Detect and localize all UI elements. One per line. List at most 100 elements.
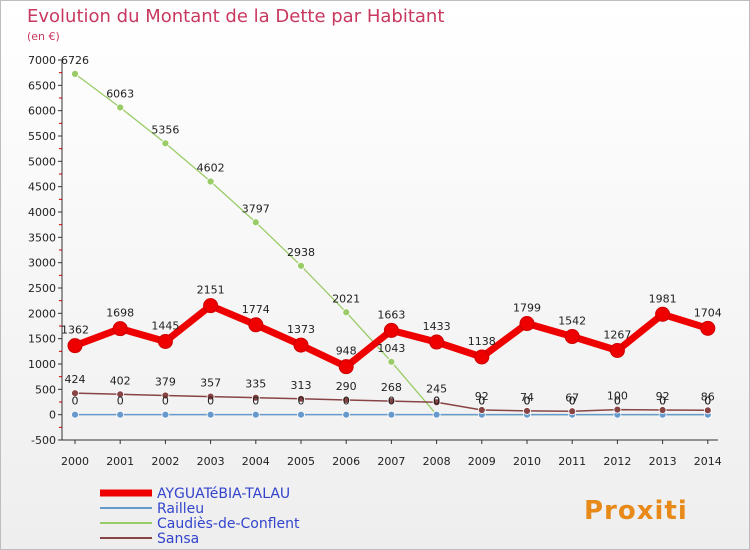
data-point — [71, 389, 79, 398]
data-label: 1373 — [287, 323, 315, 336]
data-label: 290 — [336, 380, 357, 393]
data-label: 0 — [343, 395, 350, 408]
data-label: 0 — [72, 395, 79, 408]
legend-label: Caudiès-de-Conflent — [157, 516, 300, 532]
y-tick-label: 0 — [49, 409, 56, 422]
x-tick-label: 2009 — [468, 455, 496, 468]
y-tick-label: 500 — [35, 383, 56, 396]
data-label: 86 — [701, 390, 715, 403]
y-tick-label: 5500 — [28, 130, 56, 143]
data-label: 0 — [569, 395, 576, 408]
data-label: 1799 — [513, 302, 541, 315]
data-point — [342, 396, 351, 404]
y-tick-label: 4500 — [28, 181, 56, 194]
data-point — [116, 390, 125, 399]
data-point — [203, 298, 219, 314]
data-point — [251, 218, 260, 227]
data-label: 2021 — [332, 292, 360, 305]
data-label: 313 — [291, 379, 312, 392]
legend: AYGUATéBIA-TALAURailleuCaudiès-de-Confle… — [100, 486, 300, 547]
data-label: 2938 — [287, 246, 315, 259]
data-point — [519, 316, 535, 332]
data-label: 0 — [252, 395, 259, 408]
x-tick-label: 2008 — [423, 455, 451, 468]
data-label: 0 — [433, 395, 440, 408]
proxiti-logo: Proxiti — [584, 496, 687, 526]
data-label: 1362 — [61, 324, 89, 337]
data-label: 0 — [433, 395, 440, 408]
data-label: 268 — [381, 381, 402, 394]
data-point — [432, 398, 441, 407]
y-tick-label: 2000 — [28, 307, 56, 320]
data-label: 0 — [207, 395, 214, 408]
x-tick-label: 2014 — [694, 455, 722, 468]
data-point — [116, 410, 125, 419]
data-label: 0 — [478, 395, 485, 408]
legend-label: Sansa — [157, 531, 199, 547]
y-tick-label: 2500 — [28, 282, 56, 295]
data-point — [432, 410, 441, 419]
data-label: 0 — [569, 395, 576, 408]
data-point — [342, 410, 351, 419]
data-label: 948 — [336, 345, 357, 358]
data-label: 0 — [704, 395, 711, 408]
data-label: 0 — [524, 395, 531, 408]
data-point — [71, 69, 79, 78]
x-tick-label: 2011 — [558, 455, 586, 468]
data-label: 1704 — [694, 306, 722, 319]
data-label: 402 — [110, 374, 131, 387]
legend-label: AYGUATéBIA-TALAU — [157, 486, 290, 502]
chart-title: Evolution du Montant de la Dette par Hab… — [27, 6, 444, 27]
data-label: 335 — [245, 378, 266, 391]
data-point — [568, 407, 577, 416]
data-label: 0 — [388, 395, 395, 408]
data-label: 0 — [117, 395, 124, 408]
data-label: 6726 — [61, 54, 89, 67]
data-label: 1267 — [603, 328, 631, 341]
x-tick-label: 2007 — [377, 455, 405, 468]
data-point — [474, 349, 490, 365]
data-label: 1043 — [377, 342, 405, 355]
legend-label: Railleu — [157, 501, 204, 517]
y-tick-label: 4000 — [28, 206, 56, 219]
data-label: 0 — [298, 395, 305, 408]
y-tick-label: 6000 — [28, 105, 56, 118]
data-label: 3797 — [242, 202, 270, 215]
data-label: 74 — [520, 391, 534, 404]
data-point — [609, 342, 625, 358]
data-label: 357 — [200, 377, 221, 390]
data-point — [297, 394, 305, 403]
data-label: 245 — [426, 382, 447, 395]
data-point — [342, 308, 351, 317]
data-point — [564, 329, 580, 345]
data-point — [293, 337, 309, 353]
data-point — [387, 410, 396, 419]
data-label: 92 — [656, 390, 670, 403]
data-point — [206, 410, 215, 419]
data-label: 0 — [162, 395, 169, 408]
data-point — [297, 410, 305, 419]
data-label: 2151 — [197, 284, 225, 297]
data-point — [251, 410, 260, 419]
data-point — [338, 359, 354, 375]
data-point — [251, 393, 260, 402]
y-tick-label: 3000 — [28, 257, 56, 270]
data-point — [613, 405, 622, 414]
data-point — [71, 410, 79, 419]
data-label: 0 — [659, 395, 666, 408]
data-point — [429, 334, 445, 350]
x-tick-label: 2002 — [151, 455, 179, 468]
data-point — [297, 261, 305, 270]
x-tick-label: 2003 — [197, 455, 225, 468]
data-label: 424 — [65, 373, 86, 386]
legend-item: Sansa — [100, 531, 199, 547]
x-tick-label: 2012 — [603, 455, 631, 468]
data-point — [161, 139, 170, 148]
data-point — [248, 317, 264, 333]
series-0-labels: 1362 1698 1445 2151 1774 1373 948 1663 1433 1138 1… — [61, 284, 722, 358]
data-label: 0 — [614, 395, 621, 408]
series-3 — [71, 389, 712, 416]
data-point — [523, 407, 531, 415]
series-3-labels: 424 402 379 357 335 313 290 268 245 92 74 67 100 92 86 — [65, 373, 715, 404]
data-point — [206, 177, 215, 186]
